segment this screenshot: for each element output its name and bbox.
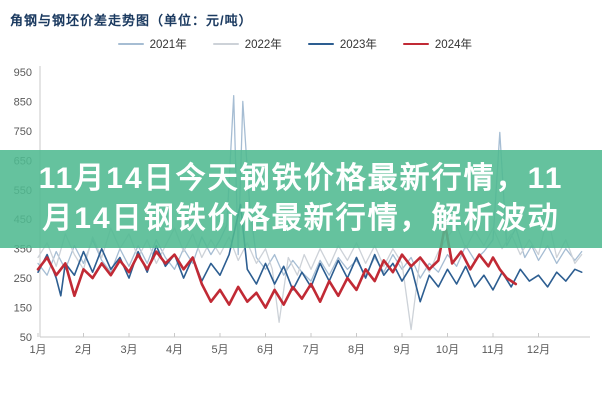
x-tick-label: 9月 — [393, 344, 410, 356]
x-tick-label: 1月 — [29, 344, 46, 356]
legend-label: 2021年 — [149, 39, 187, 51]
y-tick-label: 250 — [14, 273, 32, 285]
headline-overlay-band: 11月14日今天钢铁价格最新行情，11 月14日钢铁价格最新行情，解析波动 — [0, 150, 602, 248]
legend-item-2024[interactable]: 2024年 — [402, 36, 472, 52]
x-tick-label: 6月 — [257, 344, 274, 356]
headline-line-1: 11月14日今天钢铁价格最新行情，11 — [38, 162, 564, 195]
legend-line-swatch — [307, 43, 334, 45]
x-tick-label: 3月 — [120, 344, 137, 356]
headline-line-2: 月14日钢铁价格最新行情，解析波动 — [42, 202, 560, 235]
x-tick-label: 8月 — [348, 344, 365, 356]
x-tick-label: 7月 — [302, 344, 319, 356]
x-tick-label: 10月 — [436, 344, 459, 356]
x-tick-label: 2月 — [75, 344, 92, 356]
y-tick-label: 950 — [14, 67, 32, 79]
legend-label: 2022年 — [244, 39, 282, 51]
x-tick-label: 5月 — [211, 344, 228, 356]
x-tick-label: 12月 — [527, 344, 550, 356]
y-tick-label: 850 — [14, 96, 32, 108]
x-tick-label: 4月 — [166, 344, 183, 356]
legend-item-2023[interactable]: 2023年 — [307, 36, 377, 52]
legend-item-2021[interactable]: 2021年 — [117, 36, 187, 52]
chart-legend: 2021年 2022年 2023年 2024年 — [117, 36, 472, 52]
chart-title: 角钢与钢坯价差走势图（单位：元/吨） — [10, 13, 253, 28]
y-tick-label: 750 — [14, 126, 32, 138]
y-tick-label: 150 — [14, 303, 32, 315]
legend-label: 2024年 — [434, 39, 472, 51]
legend-line-swatch — [402, 42, 429, 46]
legend-item-2022[interactable]: 2022年 — [212, 36, 282, 52]
x-tick-label: 11月 — [482, 344, 504, 356]
y-tick-label: 50 — [20, 332, 32, 344]
legend-label: 2023年 — [339, 39, 377, 51]
legend-line-swatch — [212, 43, 239, 45]
legend-line-swatch — [117, 43, 144, 45]
